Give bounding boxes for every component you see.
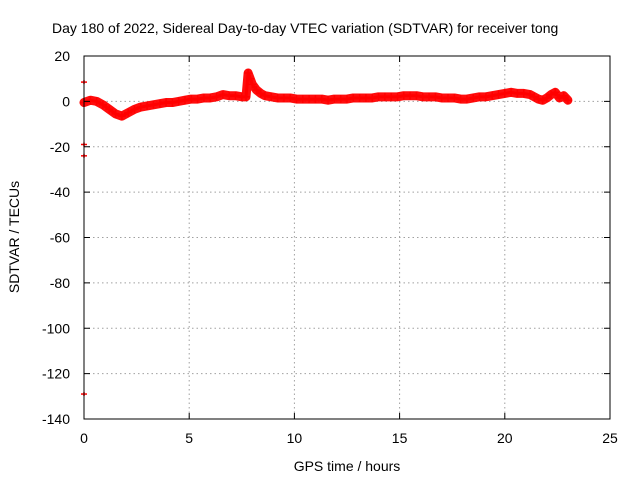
x-axis-label: GPS time / hours bbox=[294, 458, 401, 474]
data-point bbox=[92, 97, 101, 106]
data-point bbox=[563, 96, 572, 105]
data-point bbox=[324, 96, 333, 105]
data-point bbox=[244, 69, 253, 78]
data-point bbox=[555, 93, 564, 102]
data-point bbox=[343, 95, 351, 104]
data-point bbox=[248, 80, 257, 89]
y-tick-label: -80 bbox=[50, 275, 70, 291]
data-point bbox=[252, 86, 261, 95]
data-point bbox=[130, 105, 139, 114]
y-tick-label: -140 bbox=[42, 411, 70, 427]
data-point bbox=[542, 93, 551, 102]
data-point bbox=[246, 74, 255, 83]
data-point bbox=[231, 91, 240, 100]
data-point bbox=[526, 90, 535, 99]
data-point bbox=[431, 92, 440, 101]
plot-frame bbox=[83, 55, 611, 420]
data-point bbox=[260, 91, 269, 100]
data-point bbox=[206, 93, 215, 102]
data-point bbox=[193, 95, 202, 104]
x-tick-label: 0 bbox=[80, 430, 88, 446]
data-point bbox=[256, 89, 265, 98]
data-point bbox=[450, 93, 459, 102]
data-point bbox=[286, 93, 295, 102]
data-point bbox=[218, 90, 227, 99]
data-point bbox=[174, 97, 183, 106]
data-point bbox=[481, 92, 490, 101]
x-tick-label: 25 bbox=[602, 430, 618, 446]
data-point bbox=[86, 96, 95, 105]
data-point bbox=[212, 92, 221, 101]
y-tick-label: 20 bbox=[54, 48, 70, 64]
x-tick-label: 15 bbox=[392, 430, 408, 446]
data-point bbox=[538, 96, 547, 105]
data-point bbox=[105, 105, 114, 114]
y-tick-label: 0 bbox=[62, 93, 70, 109]
data-point bbox=[143, 101, 152, 110]
y-tick-label: -60 bbox=[50, 230, 70, 246]
y-tick-label: -20 bbox=[50, 139, 70, 155]
grid-lines bbox=[84, 56, 610, 419]
data-point bbox=[180, 96, 189, 105]
data-point bbox=[117, 112, 126, 121]
x-tick-label: 5 bbox=[185, 430, 193, 446]
data-point bbox=[242, 92, 251, 101]
data-point bbox=[317, 95, 326, 104]
data-point bbox=[469, 93, 478, 102]
data-point bbox=[155, 99, 164, 108]
data-point bbox=[368, 93, 377, 102]
chart-title: Day 180 of 2022, Sidereal Day-to-day VTE… bbox=[52, 20, 558, 36]
data-point bbox=[393, 92, 402, 101]
data-point bbox=[494, 90, 503, 99]
data-point bbox=[267, 92, 276, 101]
y-tick-label: -120 bbox=[42, 366, 70, 382]
data-point bbox=[168, 98, 177, 107]
x-axis-ticks: 0 5 10 15 20 25 bbox=[80, 56, 618, 446]
data-point bbox=[559, 91, 568, 100]
data-point bbox=[551, 88, 560, 97]
data-point bbox=[519, 89, 528, 98]
data-point bbox=[462, 95, 471, 104]
data-point bbox=[149, 100, 158, 109]
x-tick-label: 20 bbox=[497, 430, 513, 446]
y-axis-label: SDTVAR / TECUs bbox=[6, 181, 22, 293]
x-tick-label: 10 bbox=[287, 430, 303, 446]
data-point bbox=[547, 90, 556, 99]
data-point bbox=[507, 88, 516, 97]
y-tick-label: -40 bbox=[50, 184, 70, 200]
y-tick-label: -100 bbox=[42, 320, 70, 336]
data-series-sdtvar bbox=[79, 68, 573, 121]
data-point bbox=[534, 95, 543, 104]
y-axis-ticks: 20 0 -20 -40 -60 -80 -100 -120 -140 bbox=[42, 48, 610, 427]
data-point bbox=[124, 108, 133, 117]
data-point bbox=[412, 91, 421, 100]
data-point bbox=[530, 92, 539, 101]
data-point bbox=[136, 103, 145, 112]
data-point bbox=[111, 109, 120, 118]
data-point bbox=[98, 100, 107, 109]
data-point bbox=[488, 91, 497, 100]
data-point bbox=[500, 89, 509, 98]
